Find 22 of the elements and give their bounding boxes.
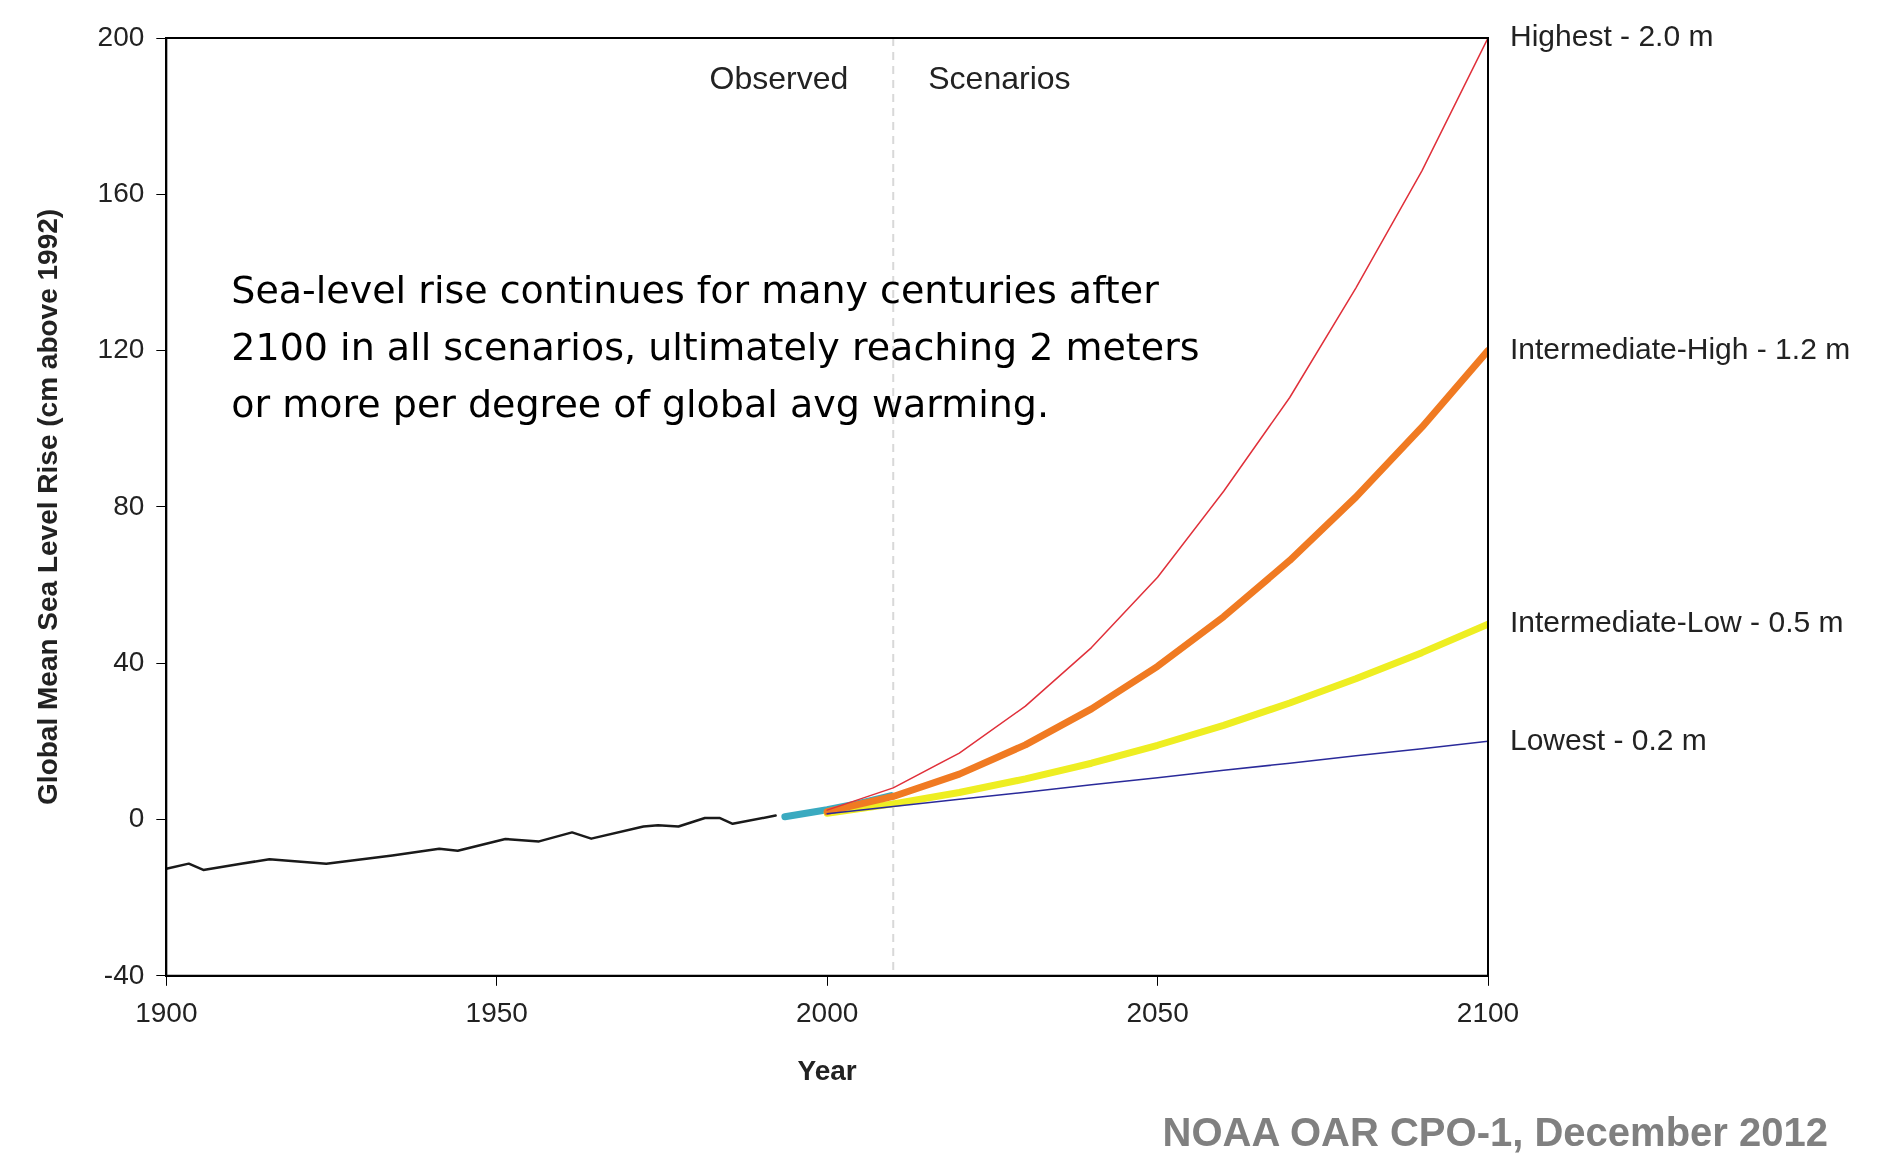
series-label: Intermediate-Low - 0.5 m — [1510, 605, 1844, 639]
x-tick-label: 1900 — [135, 997, 198, 1029]
y-tick-label: 40 — [113, 645, 145, 677]
series-label: Highest - 2.0 m — [1510, 19, 1714, 53]
x-tick-label: 2100 — [1456, 997, 1520, 1029]
y-tick-label: 120 — [97, 333, 145, 365]
series-label: Lowest - 0.2 m — [1510, 722, 1707, 756]
annotation: Sea-level rise continues for many centuries after 2100 in all scenarios, ultimately reaching 2 meters or more per degree of global avg warming. — [231, 267, 1200, 426]
annotation: Observed — [709, 59, 849, 96]
y-tick-label: 160 — [97, 177, 145, 209]
y-tick-label: -40 — [103, 958, 145, 990]
series-label: Intermediate-High - 1.2 m — [1510, 331, 1851, 365]
y-tick-label: 80 — [113, 489, 145, 521]
x-tick-label: 1950 — [465, 997, 528, 1029]
x-axis-title: Year — [797, 1054, 857, 1086]
y-axis-title: Global Mean Sea Level Rise (cm above 1992) — [31, 208, 63, 805]
text: NOAA OAR CPO-1, December 2012 — [1162, 1110, 1828, 1155]
y-tick-label: 200 — [97, 20, 145, 52]
x-tick-label: 2050 — [1126, 997, 1189, 1029]
y-tick-label: 0 — [128, 802, 145, 834]
x-tick-label: 2000 — [796, 997, 859, 1029]
annotation: Scenarios — [928, 59, 1071, 96]
